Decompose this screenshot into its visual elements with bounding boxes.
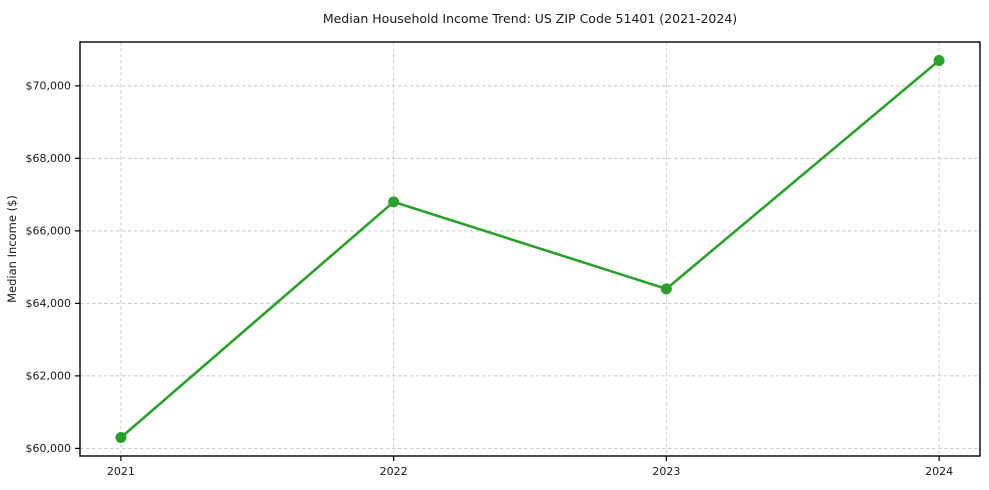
y-tick-label: $66,000 — [26, 225, 72, 238]
trend-line — [119, 59, 941, 439]
plot-border — [79, 41, 981, 457]
x-tick-label: 2024 — [925, 465, 953, 478]
y-axis-label: Median Income ($) — [5, 195, 19, 303]
y-tick-label: $60,000 — [26, 442, 72, 455]
chart-title: Median Household Income Trend: US ZIP Co… — [323, 11, 737, 26]
data-point-marker — [660, 283, 672, 295]
y-tick-label: $64,000 — [26, 297, 72, 310]
x-tick-label: 2022 — [380, 465, 408, 478]
data-point-marker — [933, 54, 945, 66]
x-tick-label: 2023 — [652, 465, 680, 478]
x-tick-label: 2021 — [107, 465, 135, 478]
data-point-marker — [115, 432, 127, 444]
y-tick-label: $62,000 — [26, 370, 72, 383]
y-tick-label: $68,000 — [26, 152, 72, 165]
data-point-marker — [388, 196, 400, 208]
y-tick-label: $70,000 — [26, 80, 72, 93]
plot-area: 2021 2022 2023 2024 $60,000 $62,000 $64,000 $66… — [26, 41, 981, 478]
